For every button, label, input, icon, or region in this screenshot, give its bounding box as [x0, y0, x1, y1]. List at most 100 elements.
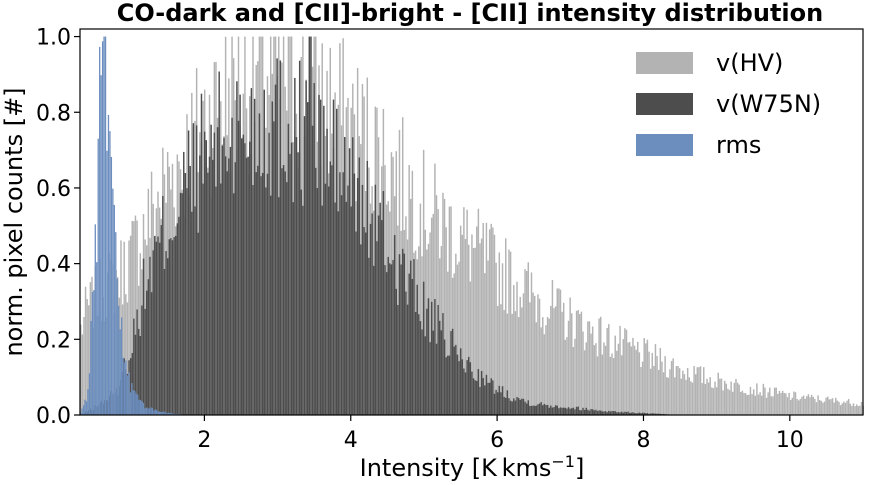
bar	[719, 378, 721, 415]
bar	[118, 305, 120, 415]
bar	[532, 405, 534, 415]
bar	[500, 304, 502, 415]
bar	[860, 401, 863, 415]
bar	[148, 408, 151, 415]
bar	[96, 262, 98, 415]
bar	[80, 412, 82, 415]
bar	[479, 386, 481, 415]
y-tick-label: 0.0	[36, 404, 71, 429]
bar	[120, 379, 122, 415]
bar	[603, 411, 605, 415]
bar	[667, 377, 670, 415]
bar	[743, 392, 745, 415]
bar	[474, 247, 476, 415]
bar	[87, 389, 89, 415]
bar	[680, 378, 682, 415]
bar	[530, 405, 533, 415]
bar	[385, 272, 388, 415]
bar	[339, 172, 341, 415]
bar	[546, 404, 549, 415]
bar	[653, 413, 655, 415]
bar	[157, 236, 159, 415]
bar	[799, 398, 802, 415]
bar	[400, 264, 402, 415]
bar	[590, 333, 592, 415]
bar	[321, 205, 323, 415]
bar	[514, 311, 517, 415]
bar	[268, 132, 270, 415]
bar	[331, 165, 333, 415]
bar	[141, 305, 143, 415]
bar	[540, 402, 542, 415]
bar	[496, 306, 499, 415]
bar	[498, 385, 501, 415]
bar	[135, 393, 137, 415]
bar	[764, 387, 766, 415]
bar	[163, 411, 165, 415]
bar	[434, 298, 436, 415]
plot-frame	[79, 28, 864, 416]
bar	[129, 392, 132, 415]
bar	[648, 351, 650, 415]
bar	[654, 344, 657, 415]
bar	[854, 406, 856, 415]
bar	[156, 410, 158, 415]
bar	[126, 302, 129, 415]
bar	[109, 131, 111, 415]
bar	[616, 412, 618, 415]
bar	[506, 390, 509, 415]
bar	[825, 397, 827, 415]
bar	[281, 168, 283, 415]
bar	[242, 134, 245, 415]
bar	[508, 398, 510, 415]
bar	[646, 339, 649, 415]
bar	[640, 367, 642, 415]
bar	[657, 369, 660, 415]
bar	[522, 398, 525, 415]
bar	[574, 338, 576, 415]
bar	[714, 381, 716, 415]
bar	[625, 329, 628, 415]
bar	[447, 271, 449, 415]
bar	[616, 350, 618, 415]
bar	[645, 343, 647, 415]
bar	[426, 308, 428, 415]
bar	[490, 378, 492, 415]
bar	[128, 240, 130, 415]
bar	[627, 342, 629, 415]
bar	[369, 223, 372, 415]
bar	[511, 313, 513, 415]
bar	[269, 195, 272, 415]
y-tick-label: 0.4	[36, 253, 71, 278]
bar	[455, 253, 457, 415]
bar	[760, 395, 763, 415]
bar	[261, 172, 264, 415]
bar	[165, 251, 167, 415]
bar	[447, 355, 449, 415]
bar	[173, 237, 175, 415]
bar	[323, 105, 325, 415]
bar	[604, 411, 607, 415]
bar	[401, 248, 404, 415]
bar	[439, 320, 441, 415]
bar	[170, 238, 172, 415]
bar	[532, 292, 534, 415]
bar	[833, 402, 835, 415]
bar	[509, 400, 512, 415]
bar	[240, 138, 243, 415]
bar	[542, 317, 544, 415]
bar	[469, 281, 472, 415]
bar	[516, 396, 518, 415]
x-tick-label: 10	[776, 428, 804, 453]
bar	[542, 405, 544, 415]
bar	[313, 83, 315, 415]
y-tick-label: 1.0	[36, 26, 71, 51]
bar	[543, 403, 546, 415]
bar	[756, 383, 758, 415]
bar	[572, 347, 575, 415]
bar	[661, 361, 663, 415]
bar	[366, 160, 369, 415]
bar	[567, 320, 570, 415]
bar	[651, 413, 653, 415]
bar	[376, 241, 378, 415]
